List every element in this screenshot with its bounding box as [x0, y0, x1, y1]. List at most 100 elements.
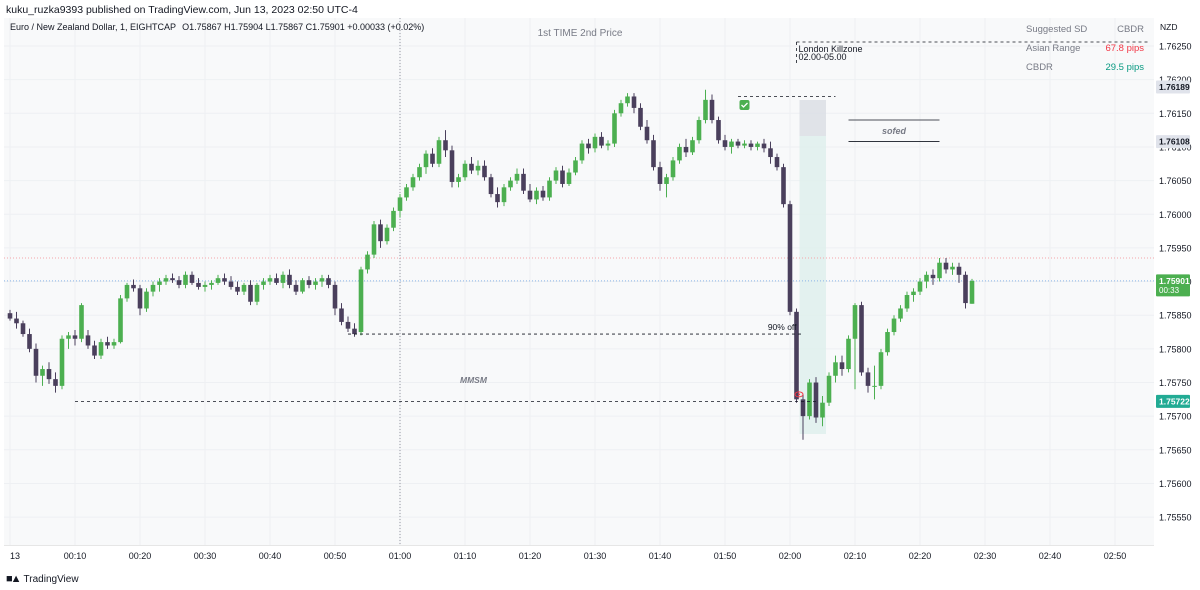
candle-up: [365, 254, 370, 270]
candle-up: [475, 165, 481, 171]
price-tick-label: 1.76050: [1159, 176, 1192, 186]
time-tick-label: 00:50: [324, 551, 347, 561]
candle-down: [482, 165, 487, 178]
candle-up: [605, 143, 611, 146]
time-tick-label: 02:50: [1104, 551, 1127, 561]
candle-down: [46, 369, 52, 380]
candle-up: [144, 291, 149, 309]
candle-up: [163, 278, 169, 282]
candle-up: [924, 274, 929, 282]
price-tick-label: 1.75650: [1159, 445, 1192, 455]
info-row-label: CBDR: [1026, 62, 1053, 73]
candle-up: [397, 197, 403, 211]
info-table-header: Suggested SD CBDR: [1020, 24, 1150, 43]
time-tick-label: 02:00: [779, 551, 802, 561]
candle-up: [391, 210, 396, 228]
candle-down: [768, 148, 773, 158]
candle-up: [157, 281, 162, 285]
candle-up: [729, 141, 734, 147]
currency-label: NZD: [1160, 22, 1177, 32]
candle-down: [631, 96, 637, 108]
candle-down: [326, 278, 331, 285]
publisher-bar: kuku_ruzka9393 published on TradingView.…: [0, 0, 1200, 18]
candle-down: [430, 153, 435, 164]
price-tick-label: 1.76250: [1159, 42, 1192, 52]
time-tick-label: 02:10: [844, 551, 867, 561]
candle-up: [846, 338, 851, 370]
price-tick-label: 1.75550: [1159, 513, 1192, 523]
candle-down: [306, 280, 312, 285]
time-axis[interactable]: [4, 545, 1154, 570]
candle-down: [716, 120, 721, 141]
candle-up: [280, 274, 286, 283]
candle-down: [800, 399, 806, 417]
candle-down: [748, 143, 754, 147]
candle-down: [865, 372, 871, 386]
candle-down: [495, 194, 500, 203]
candle-down: [956, 266, 962, 275]
candle-up: [833, 362, 838, 376]
time-tick-label: 01:40: [649, 551, 672, 561]
candle-down: [540, 190, 546, 198]
candle-down: [27, 334, 32, 349]
candle-up: [553, 170, 559, 181]
candle-down: [20, 323, 26, 335]
candle-down: [638, 107, 643, 127]
candle-up: [664, 177, 669, 184]
candle-down: [378, 224, 383, 242]
price-label-text: 1.76108: [1159, 137, 1190, 147]
time-tick-label: 00:10: [64, 551, 87, 561]
session-box-gray: [799, 100, 826, 136]
session-box-green: [799, 136, 826, 434]
candle-up: [534, 190, 539, 200]
time-tick-label: 01:00: [389, 551, 412, 561]
candle-up: [820, 402, 825, 418]
info-header-right: CBDR: [1117, 24, 1144, 35]
candle-up: [852, 305, 858, 339]
mmsm-label: MMSM: [460, 375, 488, 385]
price-tick-label: 1.75850: [1159, 311, 1192, 321]
candle-up: [573, 160, 578, 173]
time-tick-label: 00:20: [129, 551, 152, 561]
candle-up: [592, 136, 598, 149]
candle-up: [254, 284, 260, 302]
legend-ohlc: O1.75867 H1.75904 L1.75867 C1.75901 +0.0…: [182, 22, 424, 32]
candle-down: [735, 141, 741, 146]
candle-down: [339, 308, 344, 322]
candle-up: [202, 284, 208, 287]
info-row-asian-range: Asian Range 67.8 pips: [1020, 43, 1150, 62]
candle-up: [911, 291, 916, 296]
candle-down: [222, 278, 227, 282]
candle-up: [885, 332, 890, 353]
price-tick-label: 1.75750: [1159, 378, 1192, 388]
candle-down: [761, 143, 767, 149]
candle-down: [644, 126, 650, 141]
off-label: 90% off: [768, 322, 797, 332]
candle-down: [274, 278, 279, 283]
candle-up: [410, 177, 416, 188]
candle-up: [79, 305, 84, 339]
candle-up: [878, 352, 884, 386]
candle-up: [313, 281, 318, 285]
candle-down: [774, 157, 780, 168]
candle-up: [618, 103, 624, 114]
candle-up: [566, 172, 572, 184]
price-label-badge: [1156, 394, 1190, 408]
candle-down: [709, 99, 715, 121]
candle-down: [293, 284, 299, 292]
candle-up: [423, 153, 429, 168]
chart-title-label: 1st TIME 2nd Price: [538, 28, 623, 39]
info-row-cbdr: CBDR 29.5 pips: [1020, 62, 1150, 81]
candle-up: [917, 281, 923, 292]
price-tick-label: 1.75800: [1159, 344, 1192, 354]
check-marker-icon: [739, 100, 750, 110]
candle-down: [85, 335, 91, 346]
price-tick-label: 1.75600: [1159, 479, 1192, 489]
candle-up: [703, 99, 708, 121]
candle-down: [469, 163, 474, 171]
candle-up: [969, 280, 975, 304]
tradingview-logo[interactable]: ■▲ TradingView: [6, 573, 79, 585]
check-mark-icon: [741, 102, 748, 108]
candle-down: [345, 321, 351, 329]
